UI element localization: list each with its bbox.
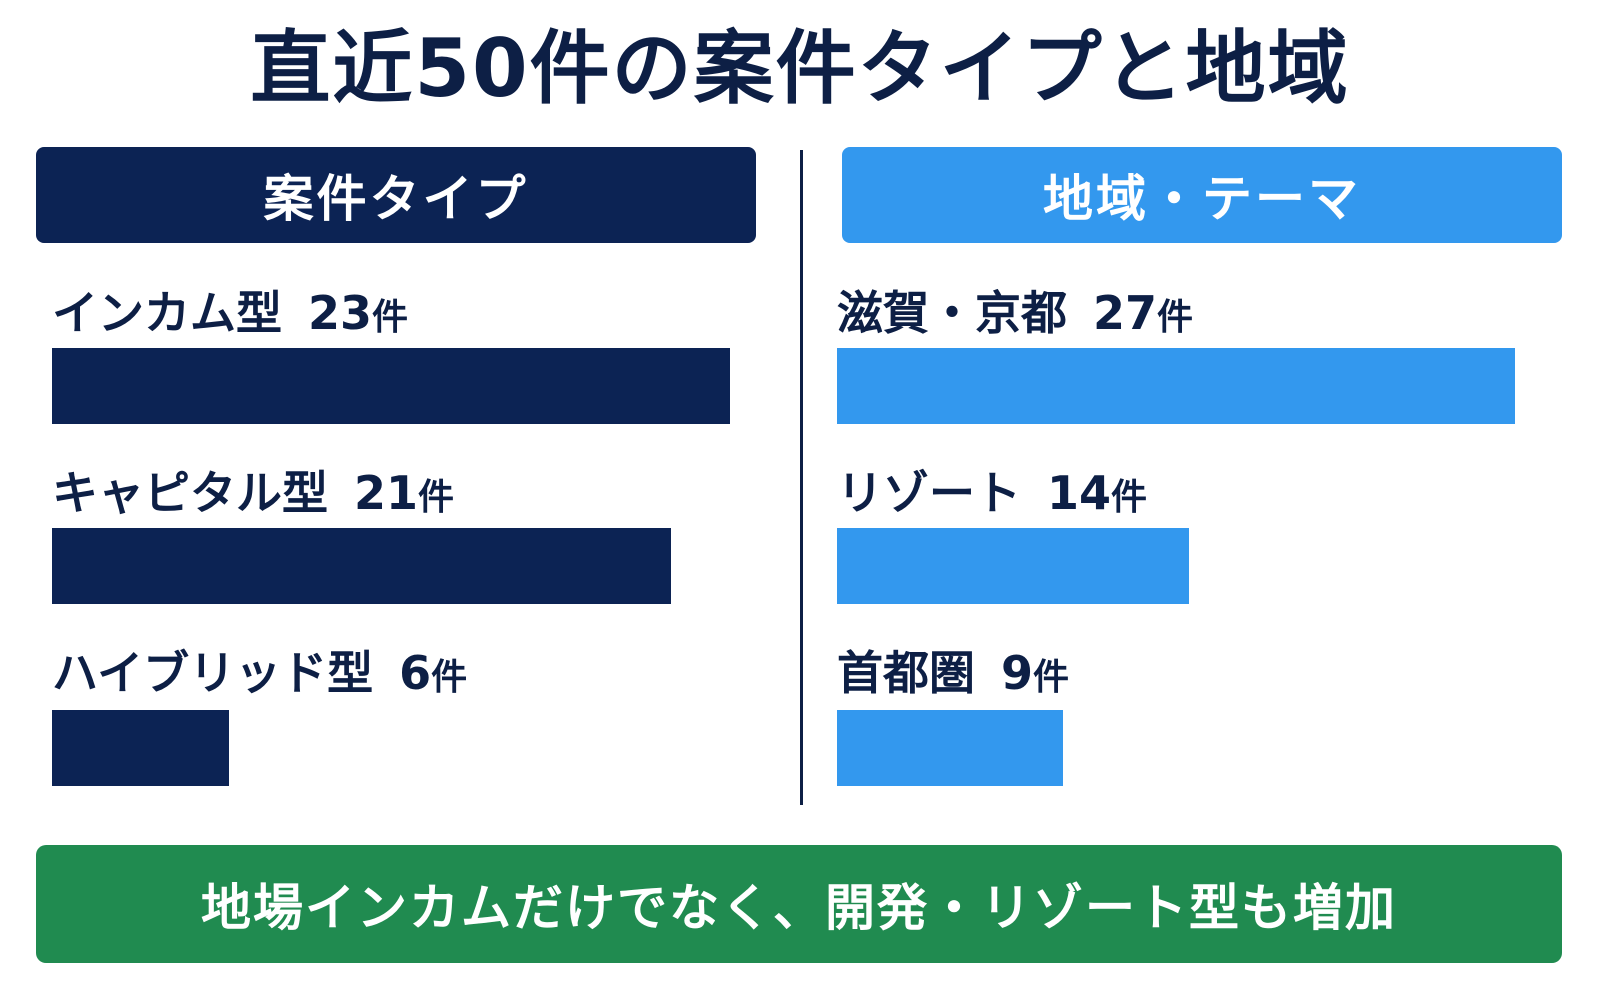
- unit-label: 件: [372, 297, 409, 338]
- value-label: 9: [1001, 646, 1034, 700]
- value-label: 23: [308, 286, 373, 340]
- bar-label-type-1: インカム型 23件: [52, 283, 408, 348]
- bar-region-2: [837, 528, 1189, 604]
- page-title: 直近50件の案件タイプと地域: [250, 22, 1350, 115]
- value-label: 6: [399, 646, 432, 700]
- unit-label: 件: [418, 477, 455, 518]
- bar-label-type-2: キャピタル型 21件: [52, 463, 454, 528]
- bar-label-region-3: 首都圏 9件: [837, 643, 1069, 708]
- value-label: 21: [354, 466, 419, 520]
- panel-header-type: 案件タイプ: [36, 147, 756, 243]
- category-label: 滋賀・京都: [837, 286, 1067, 340]
- unit-label: 件: [431, 657, 468, 698]
- bar-region-1: [837, 348, 1515, 424]
- bar-region-3: [837, 710, 1063, 786]
- unit-label: 件: [1033, 657, 1070, 698]
- bar-type-3: [52, 710, 229, 786]
- category-label: ハイブリッド型: [52, 646, 374, 700]
- category-label: インカム型: [52, 286, 282, 340]
- footer-banner: 地場インカムだけでなく、開発・リゾート型も増加: [36, 845, 1562, 963]
- bar-label-type-3: ハイブリッド型 6件: [52, 643, 467, 708]
- unit-label: 件: [1157, 297, 1194, 338]
- bar-label-region-2: リゾート 14件: [837, 463, 1147, 528]
- category-label: 首都圏: [837, 646, 975, 700]
- bar-type-2: [52, 528, 671, 604]
- panel-divider: [800, 150, 803, 805]
- category-label: キャピタル型: [52, 466, 328, 520]
- value-label: 27: [1093, 286, 1158, 340]
- unit-label: 件: [1111, 477, 1148, 518]
- bar-label-region-1: 滋賀・京都 27件: [837, 283, 1193, 348]
- panel-header-region: 地域・テーマ: [842, 147, 1562, 243]
- bar-type-1: [52, 348, 730, 424]
- category-label: リゾート: [837, 466, 1021, 520]
- value-label: 14: [1047, 466, 1112, 520]
